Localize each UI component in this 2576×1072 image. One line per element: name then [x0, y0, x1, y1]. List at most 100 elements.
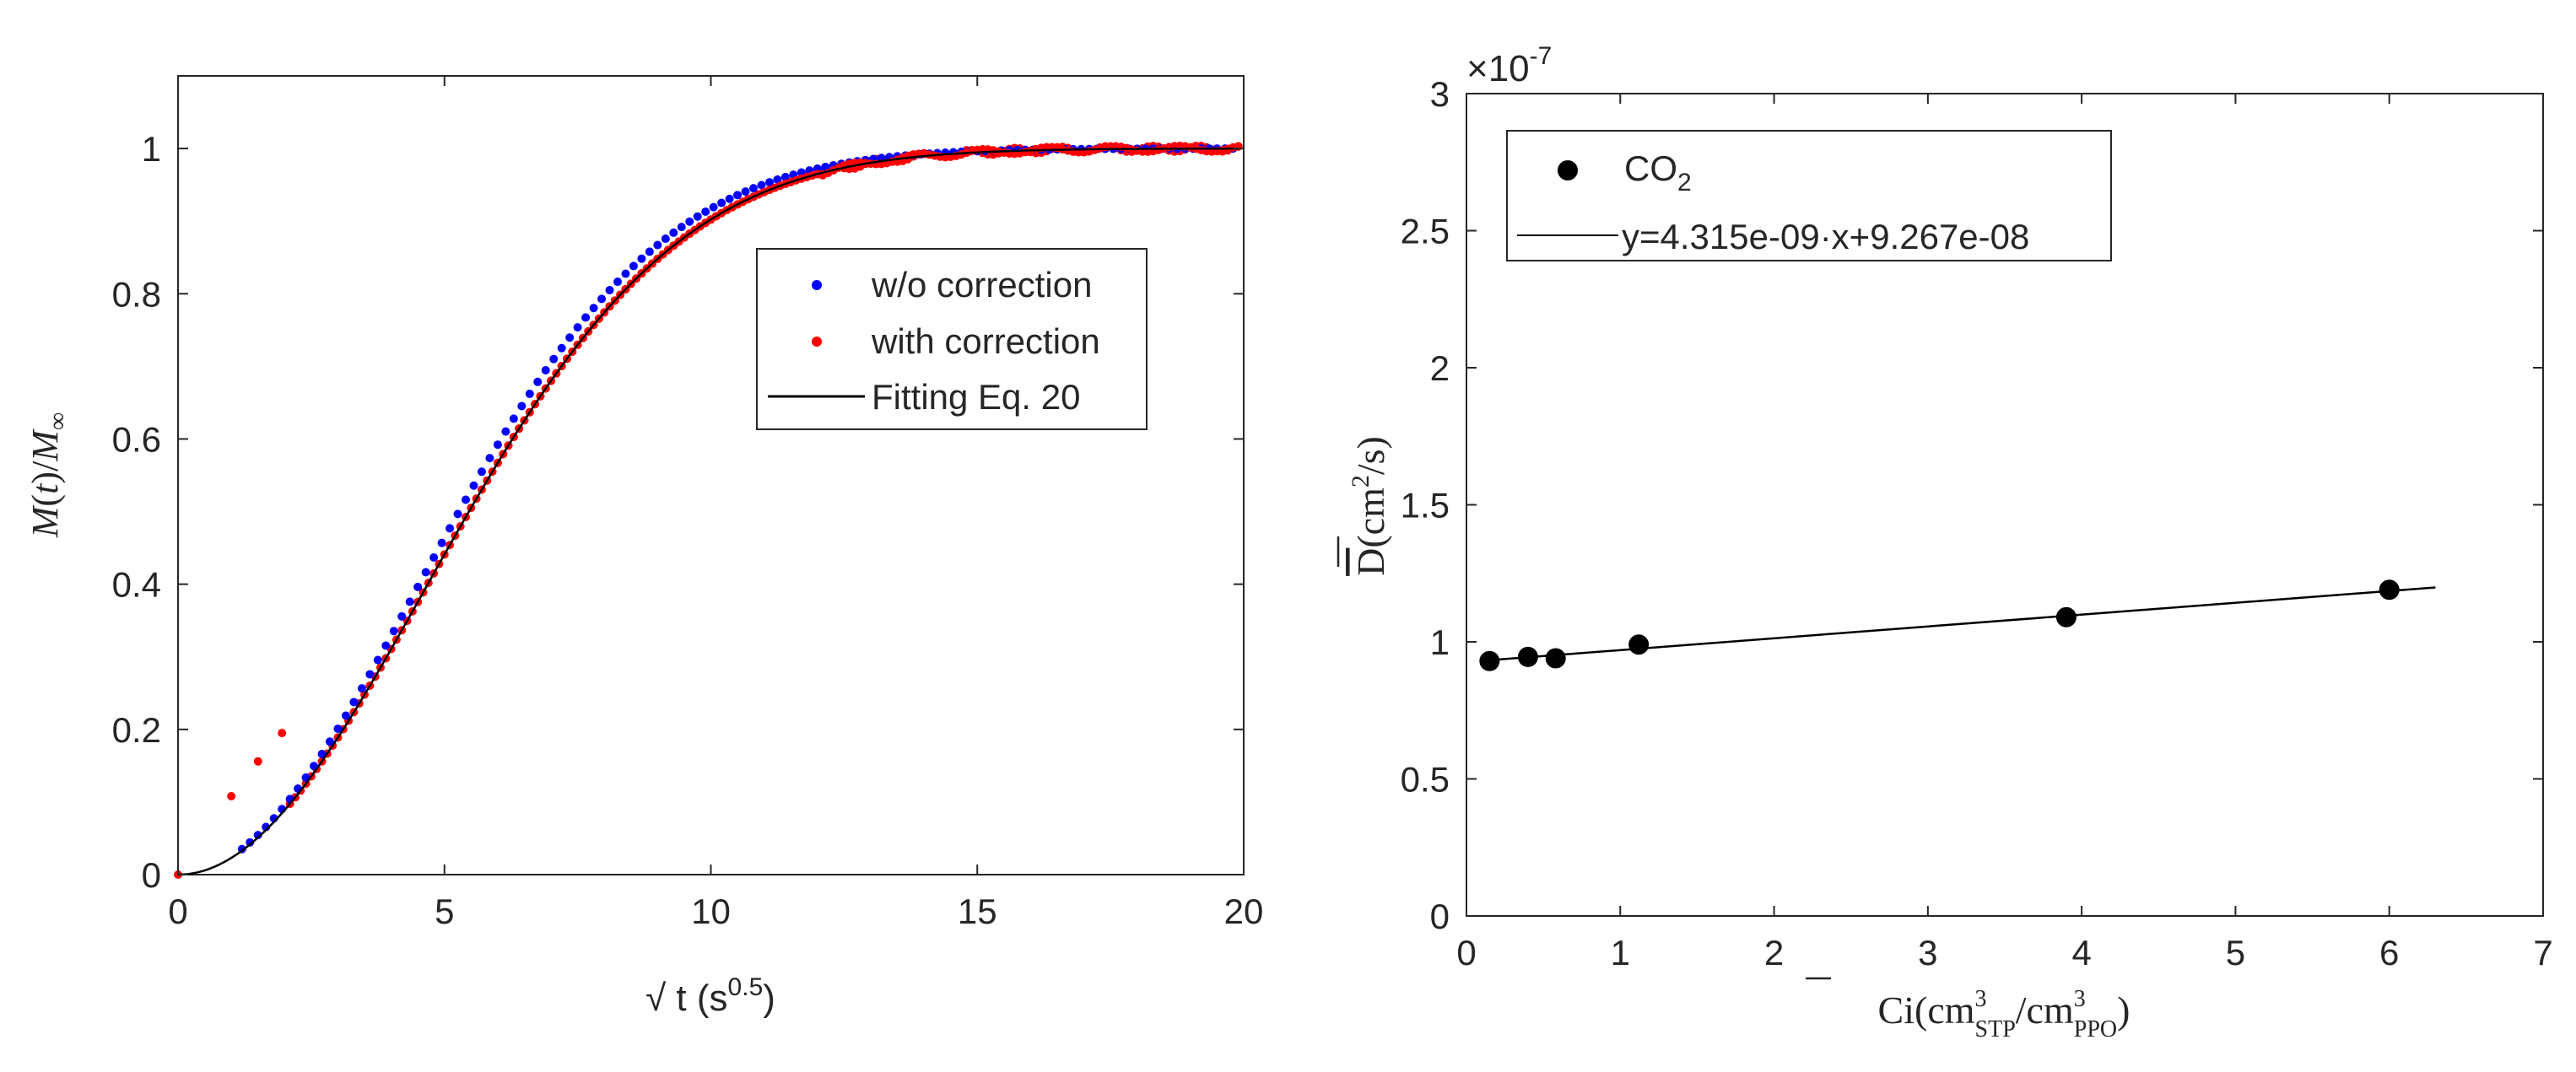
point-wo-correction [573, 323, 582, 332]
chart-1-y-tick-label: 0 [142, 855, 161, 895]
point-wo-correction [661, 234, 670, 244]
chart-1-x-tick-label: 10 [691, 892, 731, 931]
point-wo-correction [389, 627, 398, 636]
point-wo-correction [733, 191, 743, 200]
point-wo-correction [453, 509, 462, 519]
chart-1-x-axis-label: √ t (s0.5) [645, 973, 775, 1019]
point-wo-correction [741, 187, 750, 197]
point-wo-correction [373, 655, 382, 665]
point-wo-correction [764, 178, 774, 187]
point-wo-correction [469, 481, 478, 490]
point-wo-correction [613, 277, 622, 287]
point-wo-correction [549, 354, 559, 364]
point-wo-correction [621, 269, 630, 278]
point-wo-correction [605, 286, 614, 295]
chart-1-axes-box [177, 75, 1245, 875]
legend-marker-red [812, 337, 822, 347]
point-wo-correction [317, 750, 327, 759]
chart-2-x-tick-label: 5 [2226, 933, 2245, 972]
point-wo-correction [645, 247, 654, 256]
point-wo-correction [637, 254, 646, 263]
chart-1-legend-box [756, 248, 1148, 430]
point-wo-correction [653, 240, 662, 250]
chart-1-data-layer [174, 141, 1243, 879]
point-wo-correction [381, 641, 391, 650]
chart-2-y-tick-label: 1.5 [1401, 486, 1450, 525]
chart-1-y-tick-label: 0.2 [112, 710, 161, 750]
chart-1-x-tick-label: 15 [958, 892, 997, 931]
chart-2-x-tick-label: 1 [1611, 933, 1630, 972]
chart-2-x-tick-label: 3 [1918, 933, 1937, 972]
chart-2-exponent-label: ×10-7 [1466, 42, 1552, 89]
point-wo-correction [485, 454, 494, 463]
point-wo-correction [509, 414, 518, 423]
chart-2-ticks: 0 1 2 3 4 5 6 7 0 0.5 1 1.5 2 2.5 3 [1401, 74, 2553, 972]
co2-data-point [2379, 579, 2400, 601]
chart-1-ticks: 0 5 10 15 20 0 0.2 0.4 0.6 0.8 1 [112, 76, 1264, 931]
point-wo-correction [446, 524, 455, 533]
chart-2-y-axis-label: D(cm2/s) [1347, 436, 1392, 576]
chart-2-legend: CO2 y=4.315e-09·x+9.267e-08 [1506, 130, 2112, 261]
point-wo-correction [421, 568, 430, 577]
point-wo-correction [597, 294, 607, 304]
point-wo-correction [349, 698, 359, 707]
point-wo-correction [246, 838, 255, 847]
point-wo-correction [685, 217, 694, 226]
point-wo-correction [357, 684, 366, 693]
co2-data-point [1545, 648, 1566, 669]
chart-2-y-tick-label: 1 [1430, 622, 1450, 662]
legend-marker-blue [812, 280, 822, 290]
point-wo-correction [717, 198, 726, 207]
point-wo-correction [677, 223, 686, 232]
point-wo-correction [629, 261, 638, 271]
point-wo-correction [565, 333, 575, 342]
chart-2: 0 1 2 3 4 5 6 7 0 0.5 1 1.5 2 2.5 3 ×10-7 D(cm2/s) Ci(… [1337, 42, 2553, 1042]
point-with-correction [227, 792, 236, 801]
point-wo-correction [333, 725, 343, 734]
chart-1: 0 5 10 15 20 0 0.2 0.4 0.6 0.8 1 M(t)/M∞ √ t (s0.5… [24, 75, 1264, 1019]
point-wo-correction [477, 467, 486, 477]
chart-2-x-tick-label: 7 [2533, 933, 2552, 972]
legend-label-wo-correction: w/o correction [871, 265, 1092, 304]
chart-2-x-tick-label: 2 [1764, 933, 1784, 972]
chart-2-x-axis-label: Ci(cm3 STP/cm3 PPO) [1878, 986, 2130, 1042]
chart-1-x-tick-label: 5 [435, 892, 454, 931]
point-wo-correction [557, 343, 566, 353]
point-wo-correction [525, 389, 534, 398]
chart-1-legend: w/o correction with correction Fitting E… [756, 248, 1148, 430]
point-wo-correction [541, 366, 550, 375]
point-wo-correction [365, 670, 375, 679]
chart-2-y-tick-label: 0.5 [1401, 760, 1450, 800]
chart-2-x-tick-label: 0 [1456, 933, 1476, 972]
point-with-correction [278, 729, 287, 738]
chart-2-y-tick-label: 2 [1430, 348, 1450, 388]
fitting-line [177, 147, 1239, 876]
point-wo-correction [397, 611, 407, 621]
point-wo-correction [749, 184, 759, 193]
point-wo-correction [780, 172, 790, 181]
point-wo-correction [533, 377, 543, 386]
legend-marker-co2 [1558, 160, 1578, 180]
point-wo-correction [341, 711, 350, 720]
legend-label-fit-equation: y=4.315e-09·x+9.267e-08 [1622, 217, 2029, 256]
point-wo-correction [413, 582, 423, 591]
chart-2-y-tick-label: 2.5 [1401, 212, 1450, 251]
chart-1-y-tick-label: 0.4 [112, 565, 161, 605]
point-wo-correction [429, 553, 439, 563]
chart-1-y-axis-label: M(t)/M∞ [24, 412, 72, 538]
chart-1-y-tick-label: 0.6 [112, 419, 161, 459]
point-wo-correction [462, 495, 471, 504]
chart-1-y-tick-label: 1 [142, 129, 161, 169]
point-wo-correction [709, 202, 718, 212]
point-wo-correction [501, 427, 510, 436]
chart-1-x-tick-label: 20 [1224, 892, 1264, 931]
legend-label-fitting: Fitting Eq. 20 [872, 377, 1080, 417]
chart-2-y-tick-label: 3 [1430, 74, 1450, 114]
chart-2-x-tick-label: 4 [2071, 933, 2091, 972]
chart-1-x-tick-label: 0 [168, 892, 187, 931]
legend-label-with-correction: with correction [871, 321, 1100, 361]
point-wo-correction [325, 737, 334, 746]
point-wo-correction [669, 228, 678, 237]
